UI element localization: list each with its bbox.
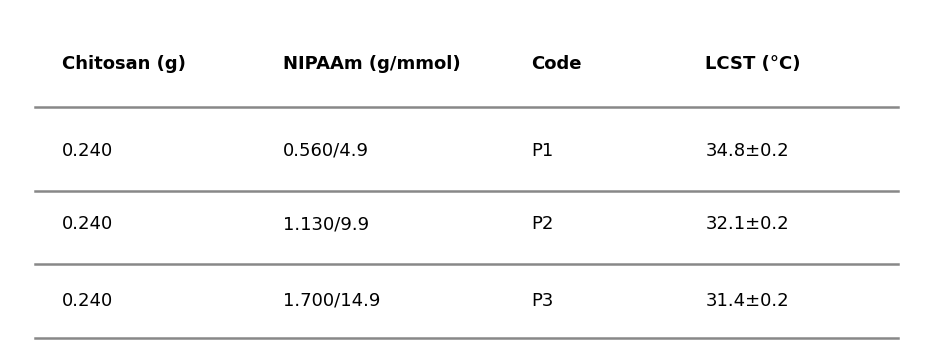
- Text: P1: P1: [531, 142, 553, 160]
- Text: Code: Code: [531, 55, 581, 73]
- Text: Chitosan (g): Chitosan (g): [63, 55, 186, 73]
- Text: NIPAAm (g/mmol): NIPAAm (g/mmol): [283, 55, 460, 73]
- Text: 31.4±0.2: 31.4±0.2: [705, 292, 789, 310]
- Text: P2: P2: [531, 215, 553, 233]
- Text: 34.8±0.2: 34.8±0.2: [705, 142, 789, 160]
- Text: 1.130/9.9: 1.130/9.9: [283, 215, 369, 233]
- Text: 0.240: 0.240: [63, 215, 113, 233]
- Text: 0.240: 0.240: [63, 142, 113, 160]
- Text: 0.240: 0.240: [63, 292, 113, 310]
- Text: 0.560/4.9: 0.560/4.9: [283, 142, 369, 160]
- Text: P3: P3: [531, 292, 553, 310]
- Text: 1.700/14.9: 1.700/14.9: [283, 292, 380, 310]
- Text: 32.1±0.2: 32.1±0.2: [705, 215, 789, 233]
- Text: LCST (°C): LCST (°C): [705, 55, 801, 73]
